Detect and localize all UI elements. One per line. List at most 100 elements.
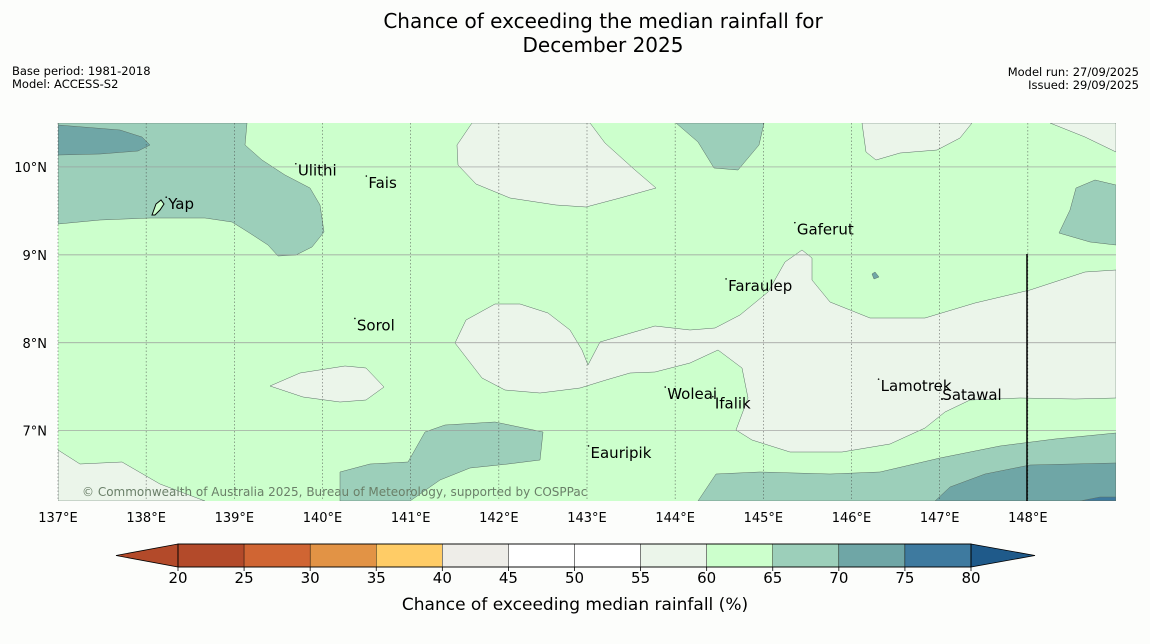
- lat-tick-label: 9°N: [23, 249, 48, 264]
- colorbar-high-extend: [970, 543, 1036, 568]
- colorbar-segment: [177, 543, 245, 568]
- place-marker: [712, 395, 714, 398]
- place-label: Sorol: [357, 316, 395, 334]
- yap-island-shape: [151, 199, 165, 216]
- model-text: Model: ACCESS-S2: [12, 77, 119, 91]
- place-marker: [354, 317, 356, 320]
- lat-tick-label: 10°N: [14, 161, 47, 176]
- colorbar-tick-label: 75: [895, 569, 914, 587]
- fill-east-65-70: [1059, 180, 1116, 245]
- colorbar-segment: [706, 543, 773, 568]
- colorbar-tick-label: 80: [961, 569, 980, 587]
- colorbar-low-extend: [115, 543, 179, 568]
- fill-speck-70-75: [872, 272, 879, 279]
- lon-tick-label: 140°E: [303, 511, 343, 526]
- place-labels: Yap Ulithi Fais Gaferut Faraulep Sorol WoleaiI…: [165, 162, 1002, 462]
- colorbar-tick-label: 25: [235, 569, 254, 587]
- contour-outline: [454, 249, 1116, 453]
- contour-outline: [1079, 496, 1116, 501]
- lon-tick-label: 148°E: [1008, 511, 1048, 526]
- contour-outline: [697, 432, 1116, 501]
- place-label: Gaferut: [797, 221, 854, 239]
- lon-tick-label: 137°E: [38, 511, 78, 526]
- colorbar-tick-label: 70: [829, 569, 848, 587]
- fill-sw-55-60: [58, 450, 205, 501]
- colorbar-segment: [442, 543, 509, 568]
- place-marker: [295, 162, 297, 165]
- place-label: Fais: [368, 174, 397, 192]
- colorbar-tick-label: 40: [433, 569, 452, 587]
- place-label: Ifalik: [715, 395, 751, 413]
- place-label: Eauripik: [591, 444, 652, 462]
- place-marker: [587, 445, 590, 447]
- place-label: Faraulep: [728, 277, 792, 295]
- fill-se-75-80: [1080, 497, 1116, 501]
- lat-tick-label: 7°N: [23, 425, 48, 440]
- place-label: Woleai: [667, 385, 717, 403]
- contour-outline: [861, 123, 973, 161]
- lon-tick-label: 145°E: [744, 511, 784, 526]
- place-marker: [725, 278, 727, 280]
- fill-central-55-60: [455, 250, 1116, 452]
- place-marker: [794, 221, 796, 224]
- contour-outline: [58, 449, 206, 501]
- meta-left: Base period: 1981-2018 Model: ACCESS-S2: [12, 65, 151, 91]
- copyright-credit: © Commonwealth of Australia 2025, Bureau…: [82, 485, 587, 499]
- model-run-text: Model run: 27/09/2025: [1007, 65, 1139, 79]
- contour-outline: [934, 462, 1116, 501]
- place-label: Lamotrek: [881, 377, 952, 395]
- contour-outline: [1058, 179, 1116, 246]
- place-marker: [939, 387, 942, 389]
- title-line-1: Chance of exceeding the median rainfall …: [383, 9, 823, 33]
- contour-outline: [871, 271, 880, 280]
- colorbar-segment: [574, 543, 641, 568]
- gridlines: [57, 123, 1116, 501]
- fill-west-55-60: [270, 366, 384, 402]
- lon-tick-label: 142°E: [479, 511, 519, 526]
- contour-outline: [456, 123, 657, 208]
- colorbar: 20 25 30 35 40 45 50 55 60 65 70 75 80: [115, 543, 1036, 587]
- colorbar-tick-label: 35: [367, 569, 386, 587]
- colorbar-segment: [904, 543, 972, 568]
- place-marker: [664, 386, 667, 388]
- contour-outline: [339, 421, 544, 501]
- colorbar-tick-label: 45: [499, 569, 518, 587]
- fill-ne-edge-55-60: [1050, 123, 1116, 152]
- colorbar-segment: [838, 543, 906, 568]
- fill-north-65-70: [676, 123, 764, 170]
- colorbar-tick-label: 60: [697, 569, 716, 587]
- fill-nw-70-75: [58, 125, 150, 155]
- lon-tick-label: 144°E: [655, 511, 695, 526]
- colorbar-segment: [772, 543, 840, 568]
- colorbar-label: Chance of exceeding median rainfall (%): [402, 595, 748, 615]
- fill-south-65-70: [340, 422, 543, 501]
- place-marker: [165, 196, 168, 198]
- lon-tick-label: 143°E: [567, 511, 607, 526]
- colorbar-tick-label: 20: [168, 569, 187, 587]
- place-label: Ulithi: [298, 162, 337, 180]
- colorbar-segment: [640, 543, 707, 568]
- fill-ne-55-60: [862, 123, 972, 160]
- fill-north-55-60: [457, 123, 656, 207]
- colorbar-tick-label: 30: [301, 569, 320, 587]
- colorbar-tick-label: 50: [565, 569, 584, 587]
- colorbar-segment: [309, 543, 377, 568]
- place-label: Satawal: [942, 386, 1001, 404]
- meta-right: Model run: 27/09/2025 Issued: 29/09/2025: [1008, 66, 1139, 92]
- contour-outline: [58, 124, 151, 156]
- island-dot: [941, 398, 943, 400]
- lat-tick-label: 8°N: [23, 337, 48, 352]
- lon-tick-label: 141°E: [391, 511, 431, 526]
- contour-outline: [675, 123, 765, 171]
- colorbar-segment: [243, 543, 311, 568]
- title-line-2: December 2025: [522, 33, 684, 57]
- colorbar-segment: [376, 543, 443, 568]
- fill-se-70-75: [935, 463, 1116, 501]
- lon-tick-label: 139°E: [215, 511, 255, 526]
- map-title: Chance of exceeding the median rainfall …: [0, 9, 1150, 57]
- issued-text: Issued: 29/09/2025: [1028, 78, 1139, 92]
- contour-outline: [269, 365, 385, 403]
- lon-tick-label: 146°E: [832, 511, 872, 526]
- lon-tick-label: 138°E: [126, 511, 166, 526]
